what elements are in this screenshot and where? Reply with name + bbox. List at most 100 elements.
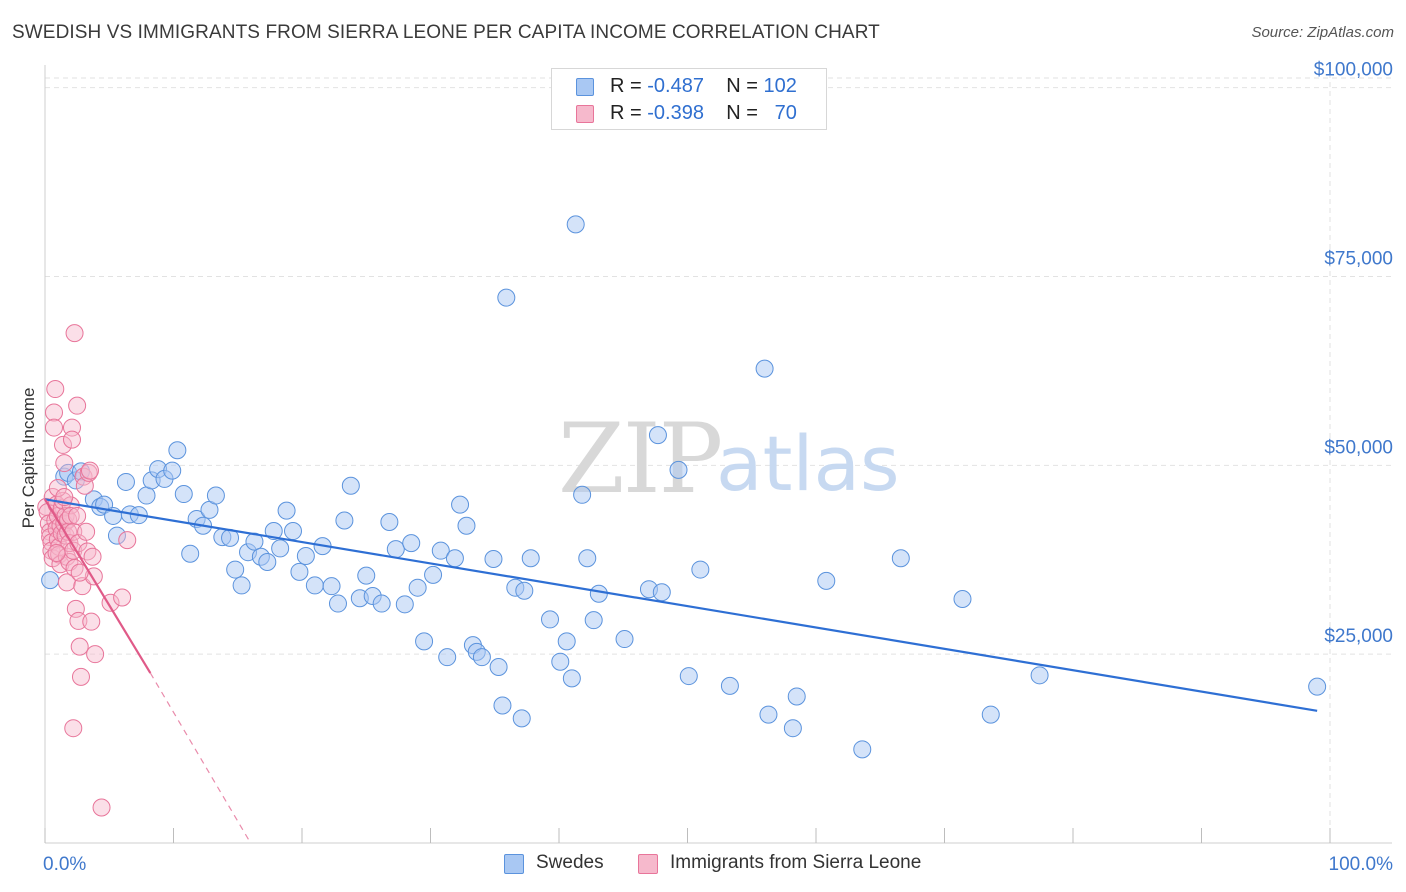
- point-swedes: [408, 578, 427, 597]
- series-sierra-leone-points: [37, 324, 137, 817]
- point-swedes: [578, 549, 597, 568]
- point-swedes: [271, 539, 290, 558]
- point-swedes: [206, 486, 225, 505]
- point-swedes: [472, 648, 491, 667]
- point-swedes: [573, 485, 592, 504]
- point-swedes: [566, 215, 585, 234]
- point-swedes: [445, 549, 464, 568]
- point-swedes: [817, 571, 836, 590]
- point-sierra-leone: [71, 667, 90, 686]
- point-sierra-leone: [44, 403, 63, 422]
- tick-labels: $25,000 $50,000 $75,000 $100,000 0.0% 100.0%: [43, 60, 1393, 875]
- point-sierra-leone: [65, 324, 84, 343]
- point-swedes: [174, 485, 193, 504]
- point-swedes: [71, 462, 90, 481]
- point-swedes: [557, 632, 576, 651]
- point-swedes: [484, 549, 503, 568]
- point-sierra-leone: [77, 522, 96, 541]
- bottom-legend-swatch-sierra-leone: [638, 854, 658, 874]
- trend-line-sierra-leone-extension: [149, 672, 252, 844]
- legend-r-value-sierra-leone: -0.398: [647, 102, 704, 124]
- point-swedes: [981, 705, 1000, 724]
- point-sierra-leone: [46, 380, 65, 399]
- point-swedes: [328, 594, 347, 613]
- point-swedes: [783, 719, 802, 738]
- point-swedes: [137, 486, 156, 505]
- point-swedes: [853, 740, 872, 759]
- y-tick-label: $25,000: [1324, 626, 1393, 647]
- point-swedes: [541, 610, 560, 629]
- y-tick-label: $100,000: [1314, 60, 1393, 81]
- y-tick-label: $50,000: [1324, 437, 1393, 458]
- axes: [44, 65, 1392, 844]
- point-sierra-leone: [57, 573, 76, 592]
- point-swedes: [438, 648, 457, 667]
- point-swedes: [759, 705, 778, 724]
- point-sierra-leone: [68, 506, 87, 525]
- trend-line-swedes: [44, 498, 1318, 712]
- point-sierra-leone: [118, 531, 137, 550]
- point-swedes: [264, 522, 283, 541]
- point-swedes: [720, 676, 739, 695]
- x-tick-label-max: 100.0%: [1329, 854, 1394, 875]
- zipatlas-watermark: ZIP atlas: [558, 403, 900, 515]
- watermark-atlas: atlas: [716, 419, 900, 508]
- point-swedes: [296, 546, 315, 565]
- point-swedes: [258, 553, 277, 572]
- x-tick-label-min: 0.0%: [43, 854, 86, 875]
- source-label: Source: ZipAtlas.com: [1251, 24, 1394, 41]
- point-swedes: [277, 501, 296, 520]
- point-swedes: [168, 441, 187, 460]
- point-swedes: [515, 581, 534, 600]
- point-sierra-leone: [82, 612, 101, 631]
- point-sierra-leone: [66, 599, 85, 618]
- point-swedes: [669, 460, 688, 479]
- point-swedes: [953, 590, 972, 609]
- point-sierra-leone: [68, 396, 87, 415]
- point-swedes: [372, 594, 391, 613]
- point-swedes: [386, 540, 405, 559]
- point-sierra-leone: [61, 506, 80, 525]
- trend-lines: [44, 498, 1318, 844]
- point-swedes: [521, 549, 540, 568]
- legend-swatch-swedes: [576, 78, 594, 96]
- point-sierra-leone: [62, 430, 81, 449]
- point-swedes: [402, 534, 421, 553]
- point-swedes: [284, 522, 303, 541]
- point-sierra-leone: [44, 418, 63, 437]
- point-swedes: [497, 288, 516, 307]
- point-swedes: [1030, 666, 1049, 685]
- point-sierra-leone: [64, 719, 83, 738]
- point-swedes: [512, 709, 531, 728]
- point-swedes: [1308, 677, 1327, 696]
- point-sierra-leone: [86, 645, 105, 664]
- point-swedes: [615, 630, 634, 649]
- legend-n-label: N =: [726, 75, 764, 97]
- point-swedes: [322, 577, 341, 596]
- point-swedes: [107, 526, 126, 545]
- legend-r-label: R =: [610, 75, 648, 97]
- legend-n-label: N =: [726, 102, 764, 124]
- point-swedes: [41, 571, 60, 590]
- point-swedes: [305, 576, 324, 595]
- legend-r-value-swedes: -0.487: [647, 75, 704, 97]
- point-sierra-leone: [78, 542, 97, 561]
- point-swedes: [163, 461, 182, 480]
- correlation-legend: R = -0.487 N = 102 R = -0.398 N = 70: [551, 68, 827, 130]
- point-swedes: [679, 667, 698, 686]
- point-swedes: [755, 359, 774, 378]
- point-swedes: [691, 560, 710, 579]
- point-sierra-leone: [55, 454, 74, 473]
- point-sierra-leone: [113, 588, 132, 607]
- point-swedes: [116, 472, 135, 491]
- point-swedes: [226, 560, 245, 579]
- point-swedes: [290, 562, 309, 581]
- point-swedes: [415, 632, 434, 651]
- y-axis-label: Per Capita Income: [19, 388, 38, 529]
- series-swedes-points: [41, 215, 1327, 759]
- bottom-legend-swatch-swedes: [504, 854, 524, 874]
- point-swedes: [424, 565, 443, 584]
- point-swedes: [341, 476, 360, 495]
- point-swedes: [181, 544, 200, 563]
